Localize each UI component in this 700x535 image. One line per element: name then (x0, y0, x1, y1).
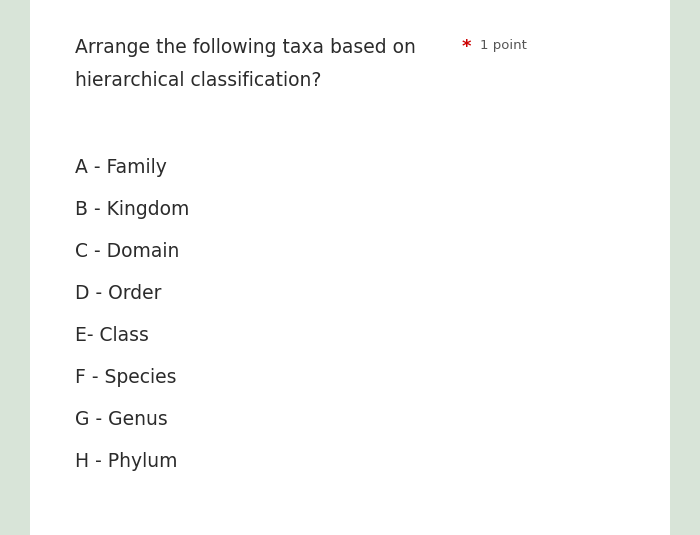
Text: D - Order: D - Order (75, 284, 162, 303)
Text: H - Phylum: H - Phylum (75, 452, 178, 471)
Text: G - Genus: G - Genus (75, 410, 168, 429)
Text: 1 point: 1 point (480, 39, 527, 52)
Text: E- Class: E- Class (75, 326, 149, 345)
Text: hierarchical classification?: hierarchical classification? (75, 71, 321, 90)
Bar (0, 0, 30, 535)
Text: C - Domain: C - Domain (75, 242, 179, 261)
Text: A - Family: A - Family (75, 158, 167, 177)
Text: Arrange the following taxa based on: Arrange the following taxa based on (75, 38, 416, 57)
Text: B - Kingdom: B - Kingdom (75, 200, 190, 219)
Text: *: * (462, 38, 472, 56)
Bar (670, 0, 700, 535)
Text: F - Species: F - Species (75, 368, 176, 387)
